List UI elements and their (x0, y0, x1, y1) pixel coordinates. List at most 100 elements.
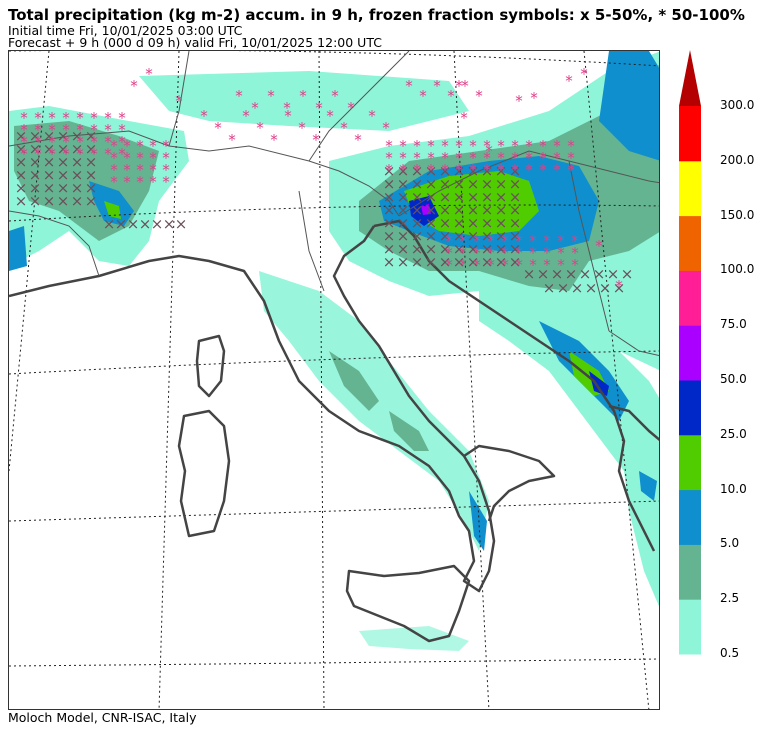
frozen-x-symbol: × (439, 240, 452, 258)
precipitation-map: × × × × × × × × × × × × × × × × × × × × × × × × × × × × × × × × × × × × × × × ×… (8, 50, 660, 710)
frozen-x-symbol: × (585, 279, 598, 297)
frozen-star-symbol: * (469, 161, 477, 179)
legend-tick-label: 200.0 (720, 152, 755, 167)
frozen-star-symbol: * (525, 149, 533, 167)
frozen-x-symbol: × (481, 201, 494, 219)
frozen-star-symbol: * (529, 256, 537, 274)
frozen-star-symbol: * (123, 137, 131, 155)
legend-swatch (679, 106, 701, 162)
frozen-star-symbol: * (200, 107, 208, 125)
legend-tick-label: 25.0 (720, 426, 747, 441)
frozen-star-symbol: * (455, 137, 463, 155)
color-legend (679, 50, 701, 656)
frozen-star-symbol: * (413, 161, 421, 179)
frozen-star-symbol: * (553, 149, 561, 167)
frozen-star-symbol: * (315, 99, 323, 117)
frozen-star-symbol: * (214, 119, 222, 137)
frozen-star-symbol: * (34, 109, 42, 127)
frozen-star-symbol: * (553, 161, 561, 179)
frozen-star-symbol: * (20, 145, 28, 163)
frozen-x-symbol: × (57, 153, 70, 171)
frozen-star-symbol: * (162, 149, 170, 167)
frozen-x-symbol: × (383, 253, 396, 271)
frozen-x-symbol: × (509, 253, 522, 271)
frozen-star-symbol: * (162, 137, 170, 155)
legend-tick-label: 300.0 (720, 98, 755, 112)
frozen-star-symbol: * (515, 244, 523, 262)
frozen-x-symbol: × (15, 166, 28, 184)
frozen-star-symbol: * (445, 256, 453, 274)
legend-colorbar (679, 50, 701, 655)
frozen-x-symbol: × (453, 201, 466, 219)
frozen-x-symbol: × (85, 166, 98, 184)
frozen-star-symbol: * (475, 87, 483, 105)
frozen-star-symbol: * (529, 244, 537, 262)
frozen-star-symbol: * (553, 137, 561, 155)
frozen-star-symbol: * (615, 277, 623, 295)
frozen-x-symbol: × (599, 279, 612, 297)
frozen-x-symbol: × (495, 175, 508, 193)
frozen-star-symbol: * (459, 244, 467, 262)
frozen-star-symbol: * (104, 133, 112, 151)
frozen-star-symbol: * (441, 149, 449, 167)
frozen-star-symbol: * (136, 149, 144, 167)
frozen-star-symbol: * (497, 149, 505, 167)
frozen-x-symbol: × (481, 227, 494, 245)
frozen-x-symbol: × (43, 166, 56, 184)
frozen-star-symbol: * (104, 109, 112, 127)
frozen-50-100-symbols: * * * * * * * ** * * * * * * ** * * * * * * ** * * * * * * ** * * * ** * *… (20, 65, 623, 295)
frozen-star-symbol: * (340, 119, 348, 137)
frozen-x-symbol: × (467, 175, 480, 193)
frozen-star-symbol: * (405, 77, 413, 95)
frozen-star-symbol: * (530, 89, 538, 107)
frozen-x-symbol: × (85, 179, 98, 197)
frozen-x-symbol: × (71, 192, 84, 210)
frozen-star-symbol: * (539, 137, 547, 155)
frozen-star-symbol: * (110, 161, 118, 179)
frozen-star-symbol: * (473, 256, 481, 274)
frozen-star-symbol: * (34, 121, 42, 139)
frozen-x-symbol: × (523, 265, 536, 283)
frozen-star-symbol: * (485, 142, 493, 160)
frozen-x-symbol: × (467, 188, 480, 206)
frozen-x-symbol: × (481, 240, 494, 258)
frozen-star-symbol: * (368, 107, 376, 125)
precipitation-fields (9, 51, 659, 651)
frozen-star-symbol: * (487, 232, 495, 250)
frozen-x-symbol: × (397, 227, 410, 245)
frozen-star-symbol: * (595, 237, 603, 255)
frozen-x-symbol: × (29, 153, 42, 171)
frozen-star-symbol: * (557, 232, 565, 250)
legend-swatch (679, 544, 701, 600)
frozen-star-symbol: * (441, 137, 449, 155)
frozen-star-symbol: * (267, 87, 275, 105)
legend-swatch (679, 270, 701, 326)
frozen-x-symbol: × (453, 240, 466, 258)
frozen-x-symbol: × (15, 179, 28, 197)
frozen-x-symbol: × (411, 188, 424, 206)
frozen-x-symbol: × (29, 179, 42, 197)
frozen-x-symbol: × (411, 240, 424, 258)
frozen-x-symbol: × (481, 175, 494, 193)
frozen-star-symbol: * (515, 256, 523, 274)
frozen-star-symbol: * (515, 92, 523, 110)
frozen-star-symbol: * (136, 161, 144, 179)
frozen-x-symbol: × (439, 162, 452, 180)
frozen-x-symbol: × (383, 214, 396, 232)
frozen-star-symbol: * (118, 145, 126, 163)
legend-swatch (679, 380, 701, 436)
frozen-x-symbol: × (397, 240, 410, 258)
frozen-x-symbol: × (425, 253, 438, 271)
frozen-x-symbol: × (85, 127, 98, 145)
frozen-x-symbol: × (397, 214, 410, 232)
graticule (9, 51, 659, 709)
frozen-star-symbol: * (90, 109, 98, 127)
frozen-star-symbol: * (483, 137, 491, 155)
frozen-star-symbol: * (413, 137, 421, 155)
frozen-star-symbol: * (385, 161, 393, 179)
frozen-star-symbol: * (110, 137, 118, 155)
frozen-x-symbol: × (453, 175, 466, 193)
frozen-star-symbol: * (123, 173, 131, 191)
frozen-star-symbol: * (354, 131, 362, 149)
frozen-star-symbol: * (487, 256, 495, 274)
